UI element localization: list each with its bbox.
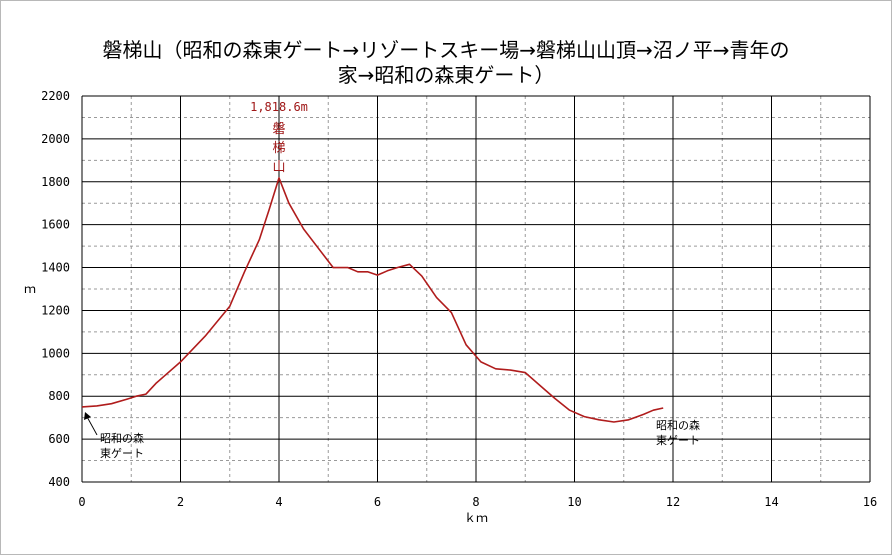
y-tick-label: 2000 <box>41 132 70 146</box>
x-tick-label: 10 <box>567 495 581 509</box>
x-tick-label: 14 <box>764 495 778 509</box>
y-tick-label: 1600 <box>41 218 70 232</box>
y-tick-label: 800 <box>48 389 70 403</box>
chart-title-line-2: 家→昭和の森東ゲート） <box>337 63 555 87</box>
x-axis-label: ｋｍ <box>464 511 488 525</box>
x-tick-label: 6 <box>374 495 381 509</box>
peak-name-char: 山 <box>272 160 285 175</box>
y-tick-label: 1200 <box>41 303 70 317</box>
y-tick-label: 1400 <box>41 261 70 275</box>
y-axis-label: ｍ <box>24 282 36 296</box>
elevation-line <box>81 177 664 423</box>
y-tick-label: 1800 <box>41 175 70 189</box>
end-label-line-2: 東ゲート <box>656 434 700 447</box>
y-tick-label: 1000 <box>41 346 70 360</box>
x-tick-label: 2 <box>177 495 184 509</box>
y-tick-label: 2200 <box>41 89 70 103</box>
y-tick-label: 400 <box>48 475 70 489</box>
chart-title-line-1: 磐梯山（昭和の森東ゲート→リゾートスキー場→磐梯山山頂→沼ノ平→青年の <box>102 38 790 62</box>
peak-name-char: 梯 <box>272 141 285 156</box>
start-label-line-2: 東ゲート <box>100 447 144 460</box>
start-arrow-head <box>84 411 91 420</box>
peak-name-char: 磐 <box>272 122 285 137</box>
chart-title: 磐梯山（昭和の森東ゲート→リゾートスキー場→磐梯山山頂→沼ノ平→青年の 家→昭和… <box>0 38 892 88</box>
y-tick-label: 600 <box>48 432 70 446</box>
x-tick-label: 8 <box>472 495 479 509</box>
start-label-line-1: 昭和の森 <box>100 431 144 445</box>
x-tick-label: 0 <box>78 495 85 509</box>
x-tick-label: 16 <box>863 495 877 509</box>
peak-elevation-label: 1,818.6m <box>250 100 308 114</box>
end-label-line-1: 昭和の森 <box>656 418 700 432</box>
x-tick-label: 12 <box>666 495 680 509</box>
x-tick-label: 4 <box>275 495 282 509</box>
